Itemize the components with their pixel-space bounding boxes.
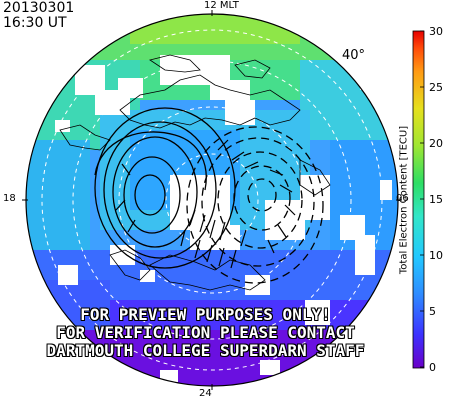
colorbar-tick-label: 20 [429,137,443,150]
time-label: 16:30 UT [3,15,67,31]
convection-contours-dawn [186,126,324,284]
colorbar-title: Total Electron Content [TECU] [398,125,410,275]
colorbar-tick-label: 15 [429,193,443,206]
colorbar-tick-label: 25 [429,81,443,94]
colorbar-tick-label: 0 [429,361,436,374]
colorbar [412,30,425,369]
latitude-circles [41,29,383,371]
mlt-label-midnight: 24 [199,388,212,399]
latitude-label: 40° [342,48,366,63]
mlt-ticks [22,10,402,390]
watermark-line: FOR PREVIEW PURPOSES ONLY! [80,305,331,324]
colorbar-tick-label: 10 [429,249,443,262]
mlt-label-dusk: 18 [3,193,16,204]
mlt-label-noon: 12 MLT [204,0,239,11]
date-label: 20130301 [3,0,75,16]
watermark-line: FOR VERIFICATION PLEASE CONTACT [56,323,355,342]
colorbar-tick-label: 30 [429,25,443,38]
flow-vectors [115,139,296,269]
mlt-label-dawn: 06 [396,193,409,204]
colorbar-tick-label: 5 [429,305,436,318]
coastlines [59,54,331,291]
watermark-line: DARTMOUTH COLLEGE SUPERDARN STAFF [46,341,365,360]
